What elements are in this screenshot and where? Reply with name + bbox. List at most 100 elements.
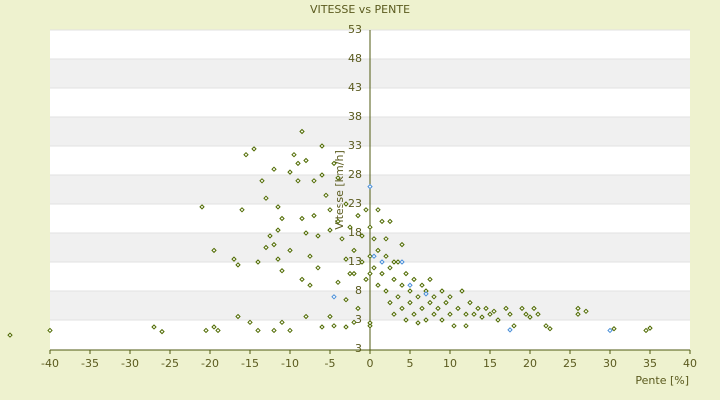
scatter-point (199, 204, 205, 210)
scatter-point (383, 288, 389, 294)
scatter-point (439, 317, 445, 323)
x-tick-label: -5 (325, 357, 336, 370)
scatter-point (327, 227, 333, 233)
x-tick-label: -30 (121, 357, 139, 370)
scatter-point (455, 305, 461, 312)
scatter-point (399, 305, 405, 312)
x-tick-label: -10 (281, 357, 299, 370)
scatter-point (647, 325, 653, 331)
scatter-point (203, 327, 209, 334)
scatter-point (427, 299, 433, 306)
y-tick-label: 8 (355, 284, 362, 297)
scatter-point (315, 265, 321, 271)
y-axis-title: Vitesse [km/h] (333, 150, 346, 230)
scatter-point (431, 311, 437, 317)
scatter-point (351, 270, 357, 277)
x-tick-label: 20 (523, 357, 537, 370)
x-tick-label: -40 (41, 357, 59, 370)
scatter-point (351, 247, 357, 254)
scatter-point (363, 207, 369, 213)
scatter-point (303, 157, 309, 164)
scatter-point (427, 276, 433, 283)
scatter-point (379, 218, 385, 225)
scatter-point (287, 247, 293, 254)
x-tick-label: 30 (603, 357, 617, 370)
scatter-point (487, 311, 493, 317)
scatter-point (479, 314, 485, 320)
scatter-point (235, 313, 241, 320)
scatter-point (463, 323, 469, 329)
scatter-point (263, 244, 269, 251)
scatter-point (343, 297, 349, 303)
scatter-point (395, 294, 401, 300)
scatter-point (407, 288, 413, 294)
scatter-point (435, 305, 441, 312)
scatter-point (359, 259, 365, 265)
scatter-point (331, 294, 337, 300)
scatter-point (287, 327, 293, 334)
y-tick-label: 48 (348, 52, 362, 65)
scatter-point (511, 323, 517, 329)
scatter-point (471, 311, 477, 317)
scatter-point (299, 128, 305, 135)
scatter-point (331, 323, 337, 329)
scatter-point (255, 327, 261, 334)
scatter-point (447, 311, 453, 317)
scatter-point (359, 233, 365, 239)
scatter-point (351, 319, 357, 326)
scatter-point (519, 305, 525, 312)
y-tick-label: 33 (348, 139, 362, 152)
scatter-point (503, 305, 509, 312)
scatter-point (307, 253, 313, 259)
scatter-point (415, 320, 421, 326)
scatter-point (295, 160, 301, 167)
scatter-point (311, 212, 317, 219)
scatter-point (643, 327, 649, 334)
x-tick-label: 5 (407, 357, 414, 370)
scatter-point (391, 276, 397, 283)
scatter-point (291, 151, 297, 158)
scatter-point (367, 323, 373, 329)
x-tick-label: 25 (563, 357, 577, 370)
scatter-point (279, 268, 285, 274)
y-tick-label: 43 (348, 81, 362, 94)
scatter-point (543, 323, 549, 329)
scatter-point (531, 305, 537, 312)
scatter-point (483, 305, 489, 312)
scatter-point (347, 224, 353, 230)
scatter-point (287, 169, 293, 175)
x-tick-label: -15 (241, 357, 259, 370)
y-tick-label: 38 (348, 110, 362, 123)
scatter-point (391, 311, 397, 317)
scatter-point (335, 279, 341, 286)
scatter-point (411, 276, 417, 283)
scatter-point (447, 294, 453, 300)
scatter-point (271, 241, 277, 248)
scatter-point (151, 324, 157, 330)
scatter-point (387, 218, 393, 225)
scatter-point (399, 241, 405, 248)
x-tick-label: -35 (81, 357, 99, 370)
scatter-point (399, 282, 405, 288)
scatter-point (611, 326, 617, 332)
scatter-point (403, 317, 409, 323)
y-tick-label: 28 (348, 168, 362, 181)
scatter-point (399, 259, 405, 265)
scatter-point (419, 282, 425, 288)
y-tick-label: 53 (348, 23, 362, 36)
x-tick-label: -25 (161, 357, 179, 370)
scatter-point (335, 218, 341, 225)
scatter-point (383, 236, 389, 242)
scatter-point (523, 311, 529, 317)
scatter-point (443, 299, 449, 306)
scatter-point (407, 282, 413, 288)
scatter-point (47, 327, 53, 334)
scatter-point (423, 291, 429, 297)
scatter-point (211, 324, 217, 330)
scatter-point (419, 305, 425, 312)
scatter-point (439, 288, 445, 294)
scatter-point (547, 326, 553, 332)
scatter-point (319, 143, 325, 149)
scatter-point (527, 314, 533, 320)
